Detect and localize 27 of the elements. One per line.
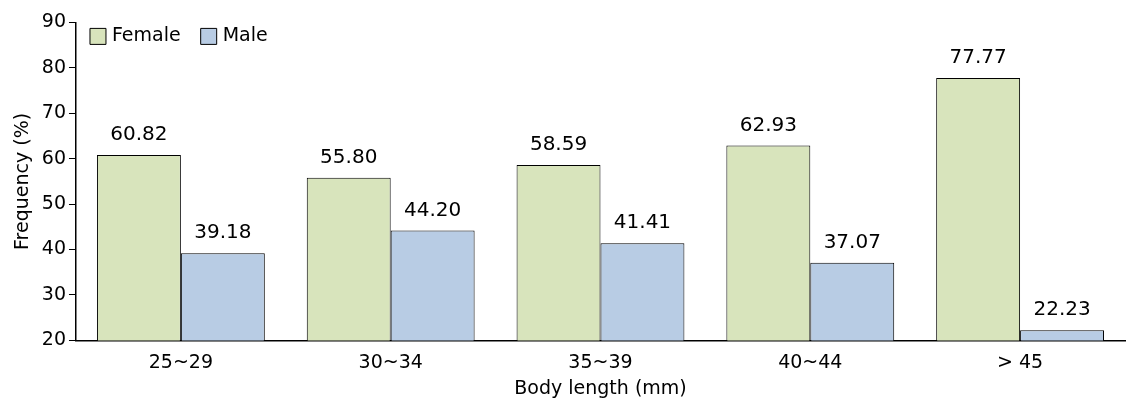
x-tick-label: 40~44 [778, 349, 843, 372]
y-tick-label: 80 [41, 54, 66, 77]
data-label: 41.41 [613, 209, 672, 234]
data-label: 58.59 [529, 131, 588, 156]
y-tick-label: 40 [41, 236, 66, 259]
x-tick-label: 25~29 [148, 349, 214, 372]
data-label: 39.18 [194, 219, 252, 244]
data-label: 77.77 [949, 44, 1007, 69]
y-tick-label: 70 [41, 100, 66, 123]
data-label: 62.93 [739, 111, 797, 136]
y-tick-label: 50 [41, 191, 66, 214]
data-label: 37.07 [823, 229, 881, 254]
x-tick-label: 30~34 [358, 349, 423, 372]
y-axis-title: Frequency (%) [10, 112, 33, 250]
x-tick-label: > 45 [997, 349, 1044, 372]
y-tick-label: 30 [41, 281, 66, 304]
data-label: 55.80 [320, 143, 378, 168]
legend-label: Male [222, 23, 268, 46]
y-tick-label: 60 [41, 145, 66, 168]
legend-label: Female [111, 23, 181, 46]
data-label: 22.23 [1033, 296, 1091, 321]
data-label: 60.82 [110, 121, 168, 146]
x-tick-label: 35~39 [568, 349, 633, 372]
y-tick-label: 90 [41, 9, 66, 32]
data-label: 44.20 [404, 196, 462, 221]
x-axis-title: Body length (mm) [514, 375, 687, 398]
y-tick-label: 20 [41, 327, 66, 350]
